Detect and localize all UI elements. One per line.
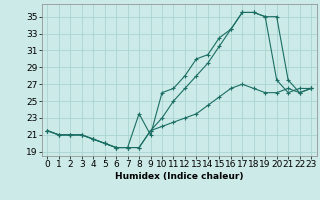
X-axis label: Humidex (Indice chaleur): Humidex (Indice chaleur) xyxy=(115,172,244,181)
